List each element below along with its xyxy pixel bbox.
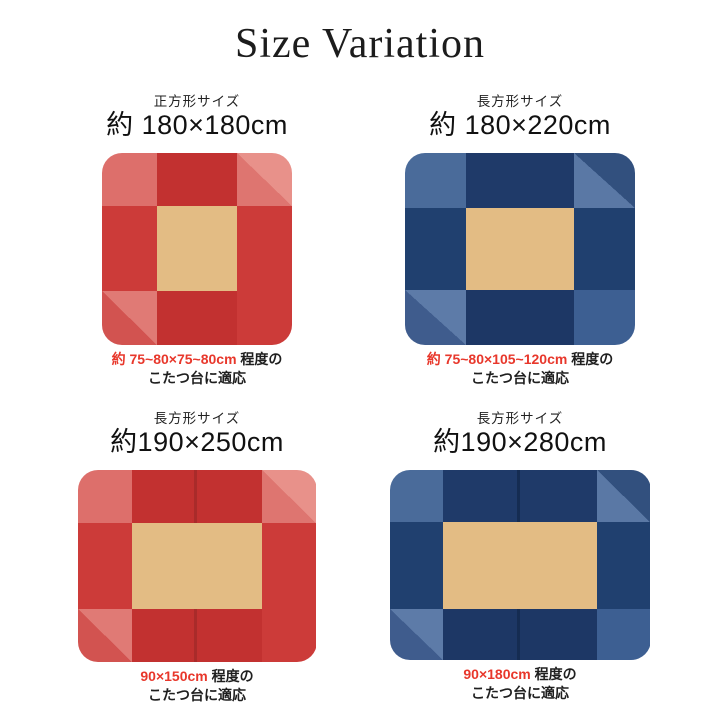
fit-size-highlight: 90×150cm [140,668,208,685]
fit-caption: 約 75~80×105~120cm 程度の こたつ台に適応 [427,350,613,387]
fit-caption: 90×150cm 程度の こたつ台に適応 [140,667,253,704]
rug-corner-top-right [596,470,651,523]
size-type-label: 長方形サイズ [476,411,564,426]
size-dimensions-label: 約 180×180cm [106,110,288,141]
fit-caption-line2: こたつ台に適応 [148,369,246,386]
fit-caption-line2: こたつ台に適応 [147,686,246,703]
size-dimensions-label: 約 180×220cm [429,110,611,141]
fit-caption-suffix: 程度の [567,351,614,368]
fit-caption-line1: 90×150cm 程度の [140,667,253,685]
rug-edge-right [261,523,317,610]
rug-corner-top-right [236,153,292,207]
fit-caption-line2: こたつ台に適応 [471,369,569,386]
size-variant-rect-180x220: 長方形サイズ 約 180×220cm 約 75~80×105~120cm 程度の… [340,94,700,387]
size-variant-rect-190x250: 長方形サイズ 約190×250cm 90×150cm 程度の こたつ台に適応 [17,411,377,704]
rug-edge-bottom [465,289,575,346]
rug-center-panel [132,523,262,610]
rug-edge-top-left-panel [443,470,520,523]
rug-edge-right [236,206,292,291]
fit-caption-suffix: 程度の [207,668,254,685]
fit-caption-line1: 約 75~80×75~80cm 程度の [112,350,283,368]
rug-center-panel [157,206,237,291]
rug-corner-top-left [389,470,443,523]
rug-edge-right [574,207,635,290]
rug-edge-top [157,153,237,207]
rug-edge-bottom-left-panel [443,608,520,661]
rug-corner-bottom-left [102,290,158,346]
rug-edge-top-left-panel [132,470,197,524]
rug-corner-top-right [261,470,317,524]
fit-caption-line1: 約 75~80×105~120cm 程度の [427,350,613,368]
rug-corner-top-left [102,153,158,207]
rug-illustration-blue-rect-wide [389,470,651,661]
size-variant-rect-190x280: 長方形サイズ 約190×280cm 90×180cm 程度の こたつ台に適応 [340,411,700,702]
rug-edge-bottom-left-panel [132,609,197,663]
rug-corner-bottom-right [236,290,292,346]
size-type-label: 長方形サイズ [476,94,564,109]
fit-size-highlight: 90×180cm [463,666,531,683]
rug-edge-left [389,522,443,609]
rug-edge-left [77,523,133,610]
rug-center-panel [465,207,575,290]
rug-corner-top-left [77,470,133,524]
rug-illustration-blue-rect [405,153,635,346]
fit-size-highlight: 約 75~80×105~120cm [426,351,568,368]
rug-corner-bottom-left [389,608,443,661]
size-type-label: 正方形サイズ [153,94,241,109]
fit-caption-suffix: 程度の [530,666,577,683]
rug-edge-bottom-right-panel [196,609,262,663]
rug-edge-left [405,207,466,290]
fit-size-highlight: 約 75~80×75~80cm [111,351,237,368]
fit-caption: 90×180cm 程度の こたつ台に適応 [463,665,576,702]
rug-edge-right [596,522,651,609]
rug-corner-bottom-right [596,608,651,661]
rug-corner-bottom-left [77,609,133,663]
fit-caption-line1: 90×180cm 程度の [463,665,576,683]
fit-caption-line2: こたつ台に適応 [470,684,569,701]
size-variant-square-180x180: 正方形サイズ 約 180×180cm 約 75~80×75~80cm 程度の こ… [17,94,377,387]
rug-corner-top-right [574,153,635,208]
rug-corner-top-left [405,153,466,208]
rug-center-panel [443,522,597,609]
rug-edge-left [102,206,158,291]
rug-edge-top-right-panel [196,470,262,524]
size-dimensions-label: 約190×250cm [110,427,284,458]
rug-corner-bottom-right [574,289,635,346]
rug-corner-bottom-left [405,289,466,346]
fit-caption: 約 75~80×75~80cm 程度の こたつ台に適応 [112,350,283,387]
rug-corner-bottom-right [261,609,317,663]
size-type-label: 長方形サイズ [153,411,241,426]
page-title: Size Variation [234,21,485,67]
fit-caption-suffix: 程度の [236,351,283,368]
rug-edge-bottom-right-panel [519,608,597,661]
rug-edge-bottom [157,290,237,346]
rug-illustration-red-rect-wide [77,470,317,663]
size-dimensions-label: 約190×280cm [433,427,607,458]
rug-edge-top-right-panel [519,470,597,523]
rug-edge-top [465,153,575,208]
rug-illustration-red-square [102,153,292,346]
